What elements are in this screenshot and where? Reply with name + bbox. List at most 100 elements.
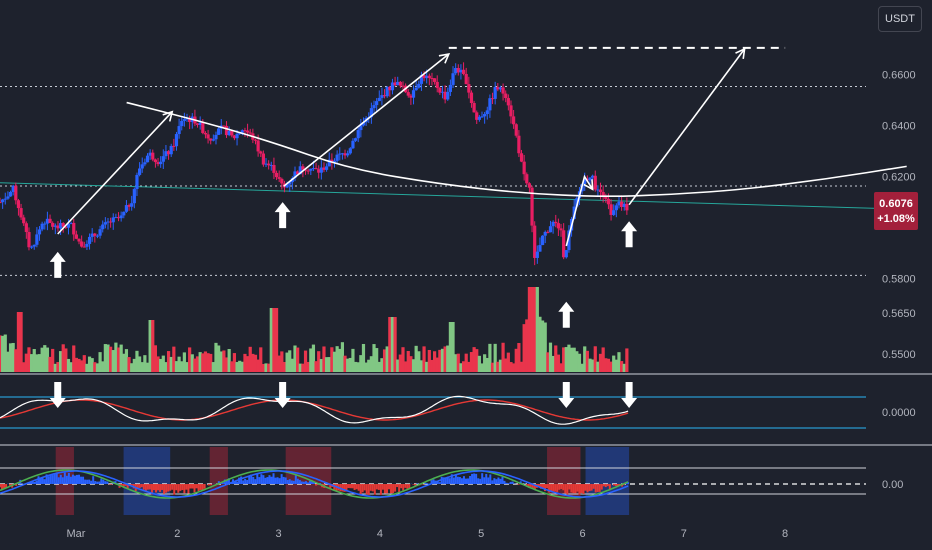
candle-body — [467, 84, 471, 93]
volume-bar — [0, 335, 2, 372]
candle-body — [245, 130, 250, 133]
candle-body — [0, 202, 2, 204]
candle-body — [601, 192, 605, 196]
candle-body — [203, 133, 208, 135]
volume-bar — [332, 351, 337, 372]
time-axis-label: 3 — [276, 528, 282, 540]
volume-bar — [554, 345, 558, 372]
osc2-histogram-bar — [288, 479, 291, 484]
osc1-axis-label: 0.0000 — [882, 407, 916, 419]
volume-bar — [180, 361, 184, 372]
osc2-histogram-bar — [523, 483, 526, 484]
osc2-histogram-bar — [94, 481, 97, 484]
volume-bar — [58, 351, 63, 372]
osc2-histogram-bar — [385, 484, 388, 494]
volume-bar — [340, 342, 345, 372]
volume-bar — [577, 353, 582, 372]
candle-body — [490, 98, 495, 100]
volume-bar — [512, 363, 516, 372]
volume-bar — [414, 345, 418, 372]
candle-body — [351, 140, 355, 149]
osc2-histogram-bar — [5, 484, 8, 489]
osc2-histogram-bar — [298, 480, 301, 484]
osc2-histogram-bar — [175, 484, 178, 491]
candle-body — [361, 122, 366, 126]
volume-bar — [301, 363, 305, 372]
volume-bar — [430, 359, 434, 372]
volume-bar — [161, 355, 165, 372]
currency-button[interactable]: USDT — [878, 6, 922, 32]
osc2-histogram-bar — [69, 476, 72, 484]
volume-bar — [551, 355, 555, 372]
candle-body — [406, 92, 410, 96]
osc2-histogram-bar — [163, 484, 166, 494]
candle-body — [264, 163, 268, 165]
osc2-histogram-bar — [341, 484, 344, 492]
osc2-histogram-bar — [487, 477, 490, 484]
volume-bar — [261, 363, 265, 372]
osc2-histogram-bar — [167, 484, 170, 492]
osc2-histogram-bar — [270, 476, 273, 484]
osc2-histogram-bar — [73, 475, 76, 484]
osc2-histogram-bar — [400, 484, 403, 489]
volume-bar — [559, 363, 563, 372]
candle-body — [267, 163, 271, 166]
volume-bar — [506, 352, 510, 372]
osc2-histogram-bar — [264, 477, 267, 484]
osc2-histogram-bar — [460, 478, 463, 484]
volume-bar — [235, 362, 239, 372]
osc2-histogram-bar — [590, 484, 593, 491]
candle-body — [322, 167, 326, 170]
osc2-histogram-bar — [402, 484, 405, 491]
candle-body — [285, 184, 289, 188]
volume-bar — [427, 349, 431, 372]
volume-bar — [259, 347, 263, 372]
osc2-histogram-bar — [574, 484, 577, 494]
candle-body — [401, 85, 405, 87]
candle-body — [243, 130, 247, 132]
osc2-histogram-bar — [462, 476, 465, 484]
volume-bar — [143, 355, 147, 372]
volume-bar — [390, 317, 395, 372]
osc2-histogram-bar — [541, 484, 544, 489]
osc2-histogram-bar — [357, 484, 360, 491]
candle-body — [132, 189, 136, 204]
osc2-histogram-bar — [185, 484, 188, 490]
candle-body — [27, 232, 31, 248]
volume-bar — [109, 346, 113, 372]
volume-bar — [377, 361, 381, 372]
osc2-histogram-bar — [88, 479, 91, 484]
candle-body — [8, 191, 13, 197]
candle-body — [593, 175, 597, 190]
osc2-histogram-bar — [159, 484, 162, 492]
volume-bar — [522, 324, 526, 372]
osc2-histogram-bar — [290, 480, 293, 484]
volume-bar — [353, 361, 358, 372]
candle-body — [535, 251, 539, 258]
volume-bar — [293, 345, 297, 372]
candle-body — [427, 75, 431, 79]
osc2-histogram-bar — [114, 481, 117, 484]
candle-body — [3, 198, 7, 200]
volume-bar — [256, 359, 260, 372]
volume-bar — [198, 352, 202, 372]
osc2-histogram-bar — [191, 484, 194, 489]
osc2-histogram-bar — [47, 476, 50, 484]
volume-bar — [285, 352, 289, 372]
osc2-histogram-bar — [448, 478, 451, 484]
candle-body — [80, 241, 84, 247]
candle-body — [72, 222, 76, 235]
osc2-histogram-bar — [473, 473, 476, 484]
volume-bar — [32, 349, 36, 372]
volume-bar — [443, 346, 447, 372]
osc2-histogram-bar — [351, 484, 354, 489]
candle-body — [180, 120, 184, 127]
osc2-histogram-bar — [179, 484, 182, 491]
candle-body — [388, 86, 392, 91]
osc2-histogram-bar — [497, 477, 500, 484]
volume-bar — [224, 357, 229, 372]
buy-arrow-icon — [49, 251, 66, 278]
price-axis-label: 0.6400 — [882, 121, 916, 133]
osc2-histogram-bar — [65, 475, 68, 484]
